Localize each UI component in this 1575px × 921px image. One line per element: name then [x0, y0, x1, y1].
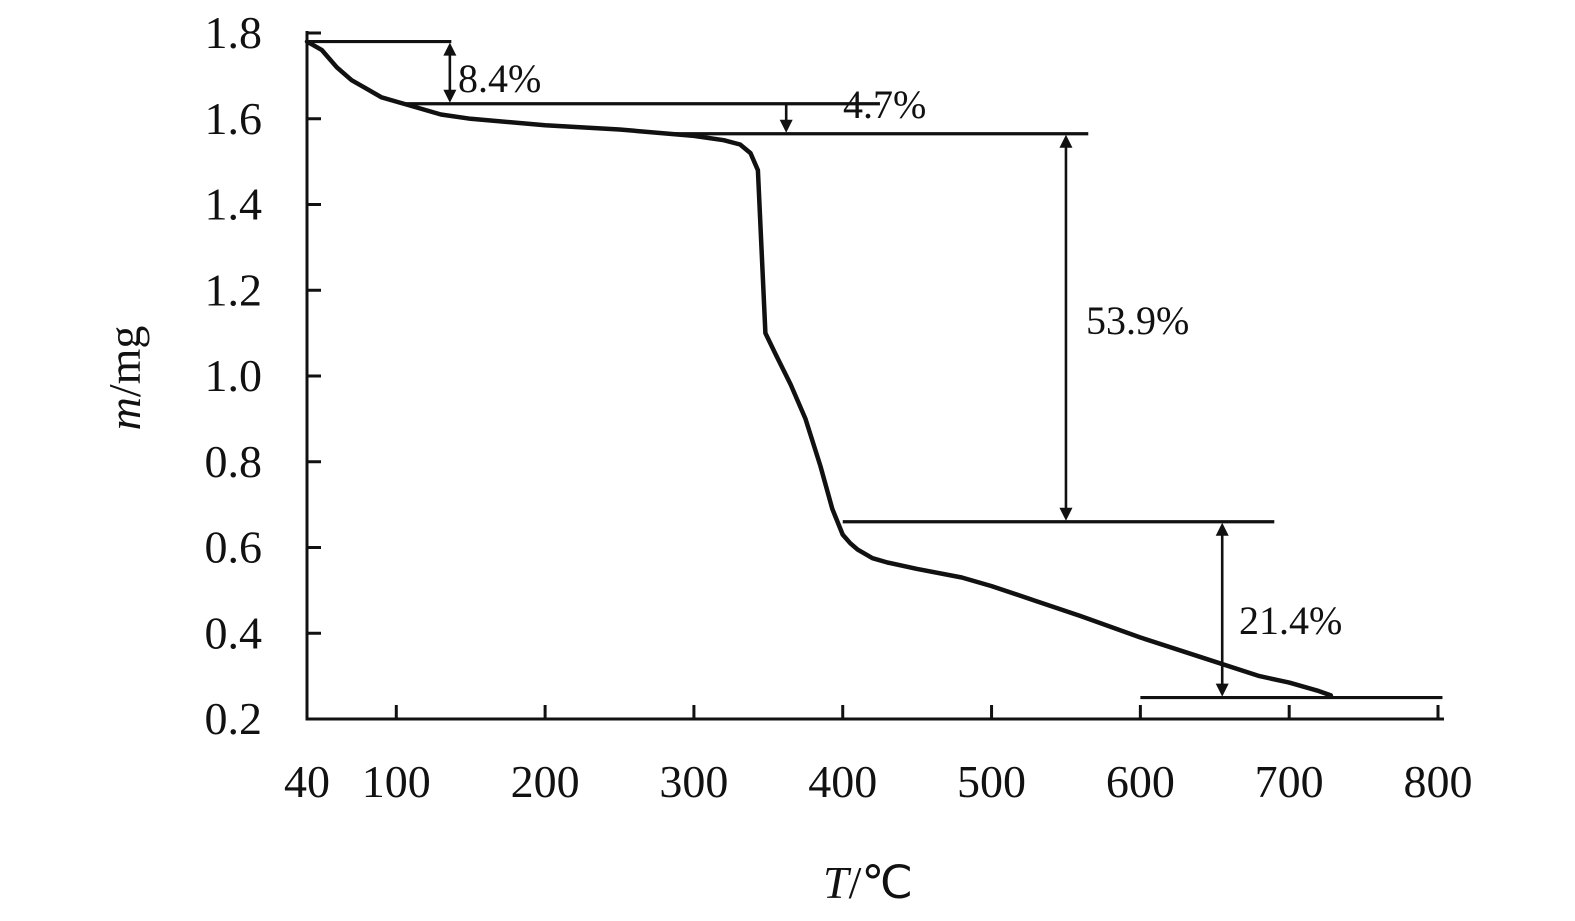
annotation-label: 8.4% — [458, 56, 541, 101]
x-tick-label: 700 — [1255, 756, 1324, 807]
arrow-head — [443, 89, 457, 103]
annotation-label: 21.4% — [1239, 598, 1342, 643]
curve-layer — [304, 39, 1334, 698]
x-tick-label: 300 — [659, 756, 728, 807]
y-tick-label: 1.8 — [205, 7, 263, 58]
arrow-head — [1215, 522, 1229, 536]
y-tick-label: 1.6 — [205, 93, 263, 144]
mass-curve — [304, 39, 1334, 698]
annotation-label: 4.7% — [843, 82, 926, 127]
y-tick-label: 0.4 — [205, 607, 263, 658]
y-axis-label: m/mg — [99, 326, 150, 431]
y-tick-label: 1.4 — [205, 179, 263, 230]
x-tick-label: 600 — [1106, 756, 1175, 807]
x-axis-label: T/℃ — [823, 857, 913, 908]
x-tick-label: 100 — [362, 756, 431, 807]
arrow-head — [1215, 683, 1229, 697]
annotation-label: 53.9% — [1086, 298, 1189, 343]
x-tick-label: 400 — [808, 756, 877, 807]
axis-frame — [305, 31, 1444, 721]
x-tick-label: 500 — [957, 756, 1026, 807]
x-tick-label: 800 — [1404, 756, 1473, 807]
arrow-head — [443, 42, 457, 56]
annotation-layer: 8.4% 4.7% 53.9% 21.4% — [443, 42, 1342, 697]
y-tick-label: 1.0 — [205, 350, 263, 401]
y-tick-label: 0.2 — [205, 693, 263, 744]
y-tick-label: 0.6 — [205, 522, 263, 573]
axes: 40 100 200 300 400 500 600 700 800 0.2 0.4 0.6 0.8 1.… — [205, 7, 1473, 807]
x-tick-label: 200 — [511, 756, 580, 807]
y-tick-label: 0.8 — [205, 436, 263, 487]
x-tick-label: 40 — [284, 756, 330, 807]
arrow-head — [1059, 134, 1073, 148]
arrow-head — [1059, 507, 1073, 521]
reference-lines — [307, 39, 1443, 700]
y-tick-label: 1.2 — [205, 264, 263, 315]
arrow-head — [779, 119, 793, 133]
